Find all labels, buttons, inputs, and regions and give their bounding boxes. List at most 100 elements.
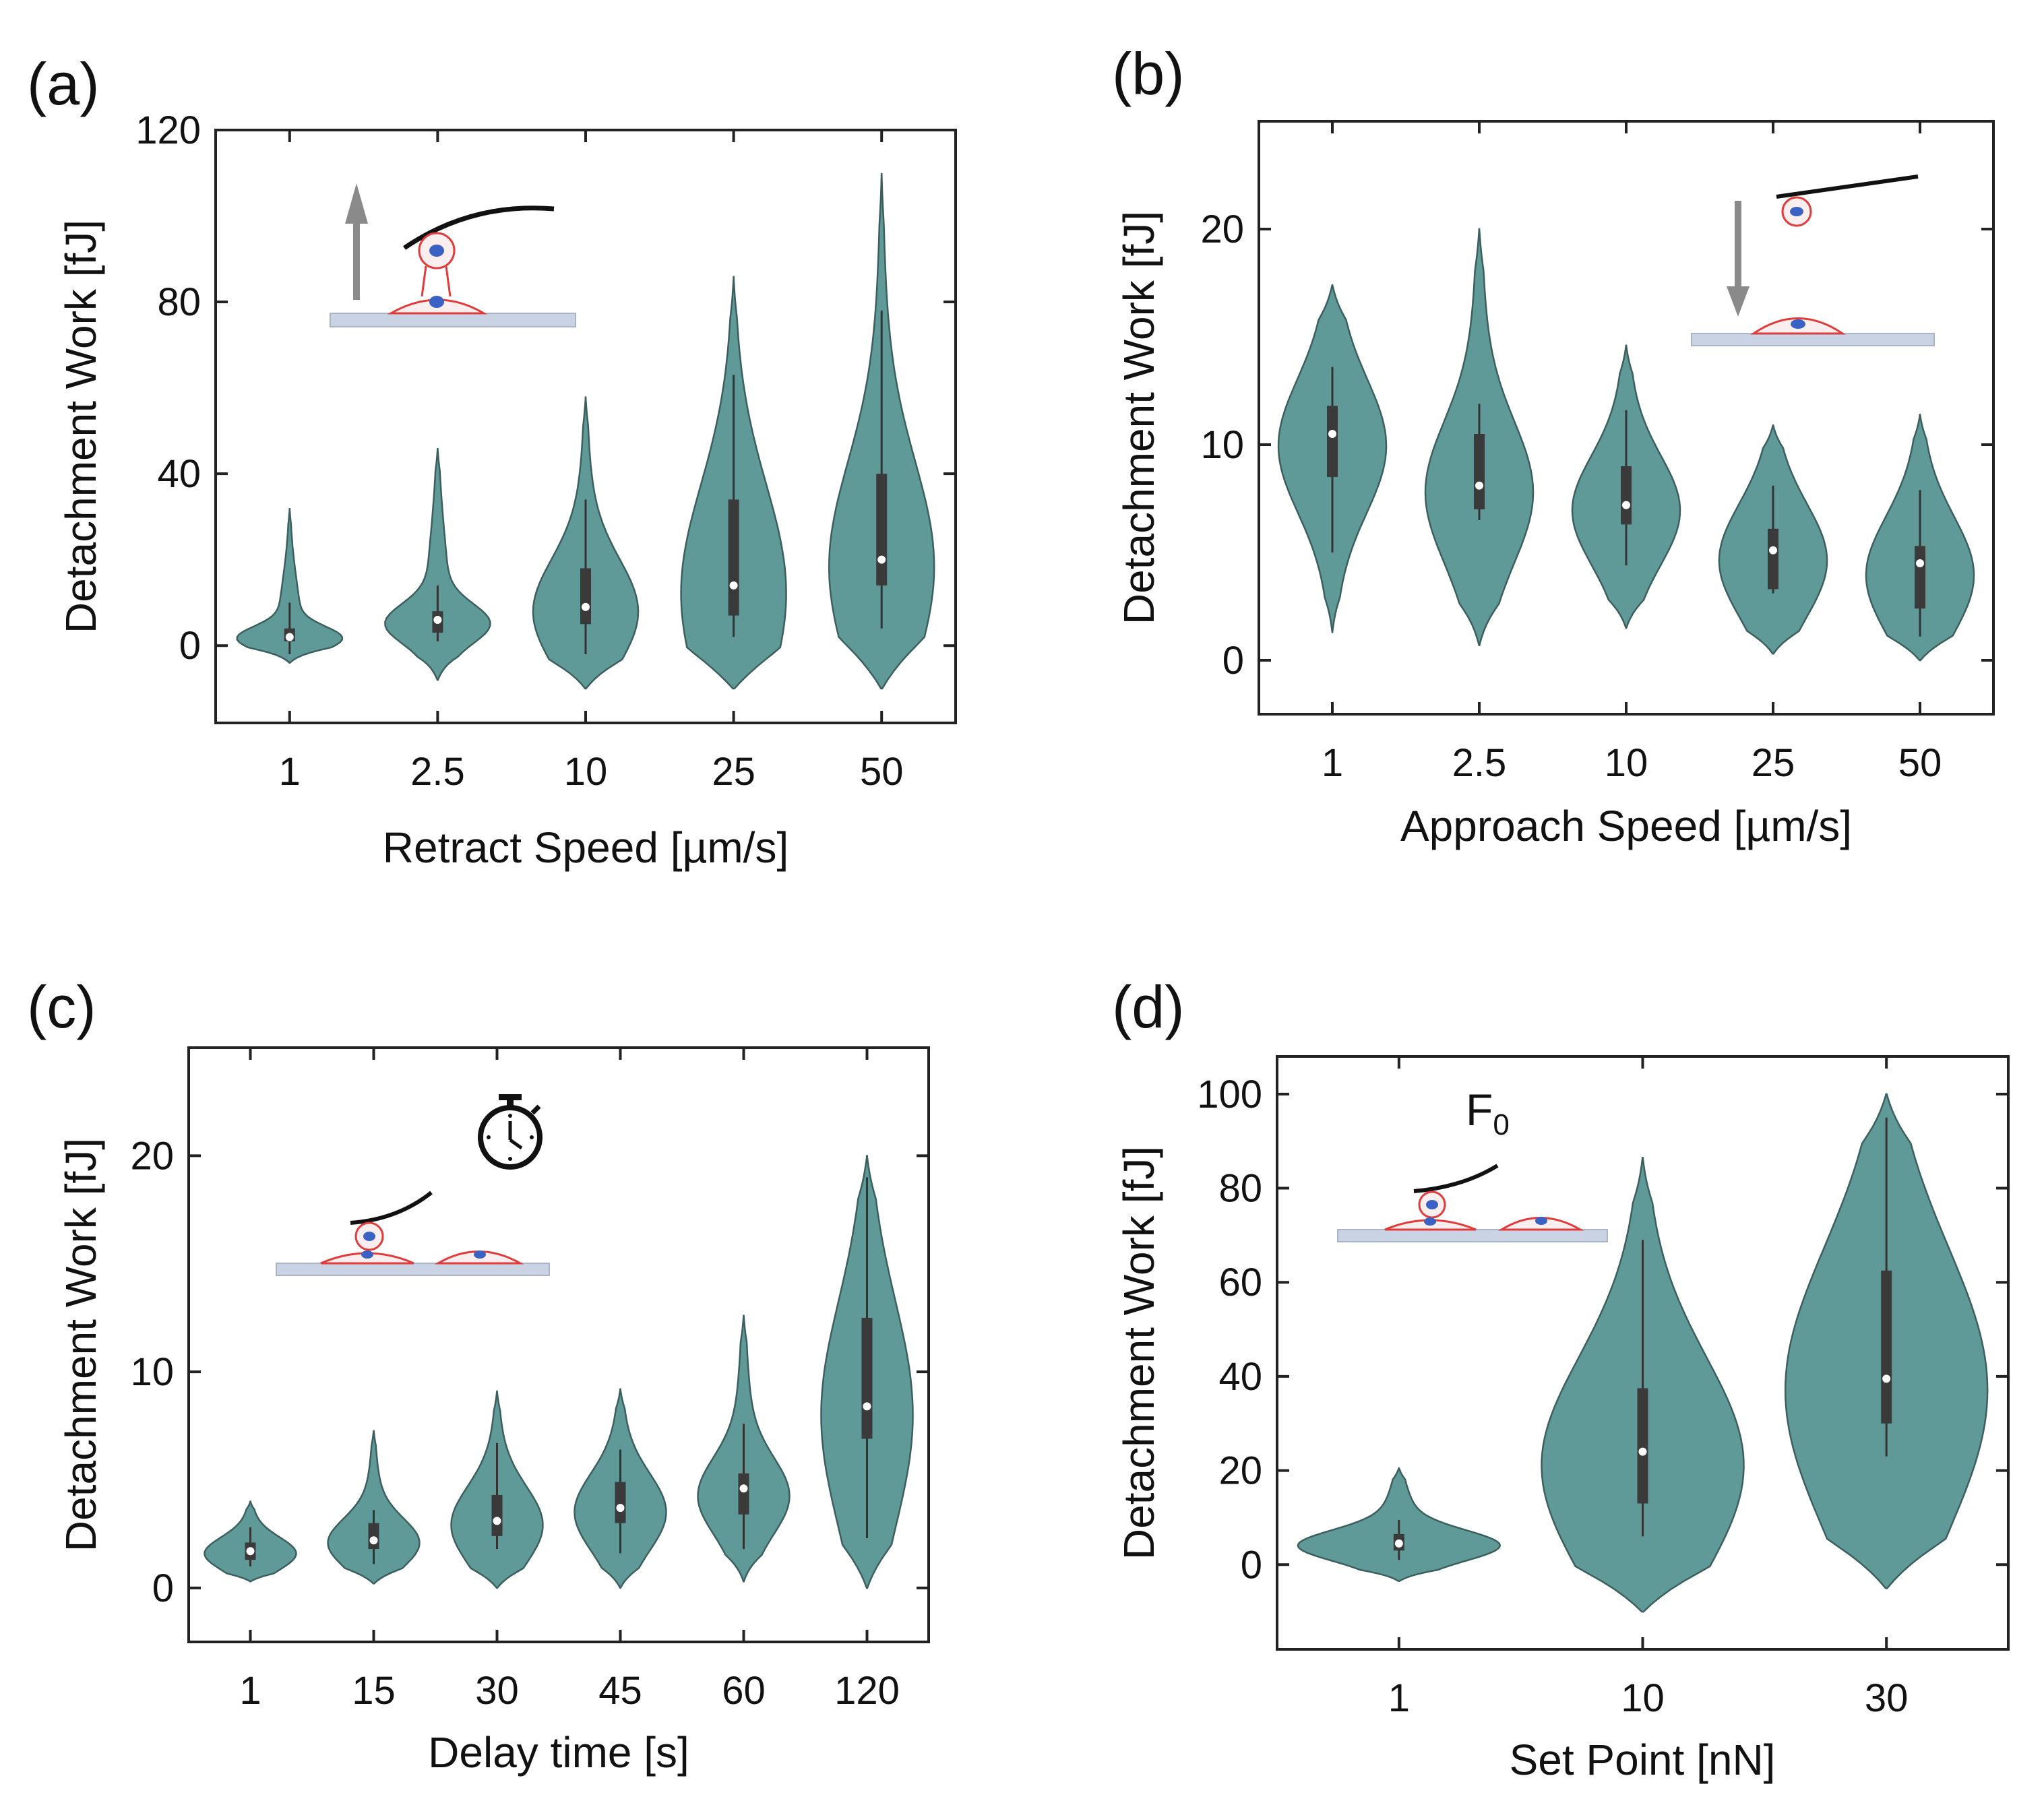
f0-main: F	[1466, 1085, 1493, 1135]
panel-b-x-tick-label: 50	[1898, 741, 1942, 785]
panel-d: (d) 0 20 40 60 80 100 1 10 30 Set Point [nN] De…	[1112, 974, 2010, 1784]
panel-b: (b) 0 10 20 1 2.5 10 25 50 Approach Speed [µm/…	[1112, 40, 1995, 850]
panel-b-x-title: Approach Speed [µm/s]	[1400, 802, 1852, 850]
panel-d-iqr-box-10	[1637, 1388, 1648, 1504]
f0-label: F0	[1466, 1085, 1510, 1141]
panel-c-iqr-box-60	[738, 1473, 749, 1515]
panel-c-median-15	[369, 1536, 378, 1545]
panel-a-median-2.5	[433, 615, 442, 624]
panel-d-y-tick-label: 60	[1218, 1261, 1262, 1304]
panel-c-x-title: Delay time [s]	[428, 1728, 689, 1777]
panel-d-x-tick-label: 30	[1865, 1676, 1909, 1720]
panel-b-x-tick-label: 2.5	[1452, 741, 1507, 785]
panel-c-violins	[204, 1155, 914, 1589]
panel-b-median-50	[1916, 559, 1924, 567]
panel-a-y-tick-label: 0	[179, 624, 201, 668]
panel-d-label: (d)	[1112, 974, 1185, 1040]
panel-a-y-axis: 0 40 80 120	[135, 108, 956, 668]
panel-d-median-30	[1882, 1374, 1891, 1383]
panel-c-plot-area	[187, 1046, 930, 1643]
panel-a-iqr-box-10	[580, 568, 591, 625]
panel-d-y-tick-label: 100	[1197, 1073, 1262, 1116]
panel-b-median-1	[1328, 430, 1336, 438]
panel-c-label: (c)	[27, 974, 96, 1040]
panel-a-label: (a)	[27, 51, 100, 117]
panel-d-x-title: Set Point [nN]	[1510, 1736, 1776, 1784]
panel-d-x-tick-label: 10	[1621, 1676, 1665, 1720]
panel-c-x-tick-label: 120	[834, 1669, 900, 1713]
panel-c-x-tick-label: 15	[352, 1669, 396, 1713]
panel-c: (c) 0 10 20 1 15 30 45 60 120 Delay time [s] De…	[27, 974, 930, 1777]
panel-b-violins	[1277, 228, 1975, 662]
panel-a-x-title: Retract Speed [µm/s]	[383, 823, 788, 872]
panel-d-y-axis: 0 20 40 60 80 100	[1197, 1073, 2008, 1587]
panel-b-x-tick-label: 10	[1605, 741, 1648, 785]
panel-b-x-axis: 1 2.5 10 25 50	[1322, 121, 1942, 785]
panel-c-median-30	[493, 1517, 501, 1525]
panel-b-y-tick-label: 0	[1222, 639, 1244, 683]
panel-c-x-tick-label: 60	[722, 1669, 766, 1713]
panel-a-y-title: Detachment Work [fJ]	[57, 220, 105, 633]
panel-a-violin-1	[236, 508, 344, 664]
panel-a-x-axis: 1 2.5 10 25 50	[279, 130, 904, 794]
panel-c-y-tick-label: 20	[130, 1134, 174, 1178]
panel-d-iqr-box-30	[1881, 1270, 1892, 1424]
panel-c-iqr-box-45	[615, 1482, 626, 1523]
panel-c-y-axis: 0 10 20	[130, 1134, 929, 1610]
panel-d-y-tick-label: 0	[1241, 1543, 1262, 1587]
panel-a-x-tick-label: 10	[564, 750, 608, 794]
panel-a-x-tick-label: 2.5	[410, 750, 465, 794]
panel-c-x-tick-label: 45	[598, 1669, 642, 1713]
panel-b-y-tick-label: 10	[1200, 423, 1244, 467]
panel-d-violins	[1297, 1093, 1989, 1613]
panel-d-x-axis: 1 10 30	[1388, 1056, 1909, 1720]
panel-a-x-tick-label: 25	[712, 750, 755, 794]
panel-a-x-tick-label: 1	[279, 750, 301, 794]
panel-c-median-1	[246, 1547, 255, 1556]
panel-b-y-tick-label: 20	[1200, 208, 1244, 251]
panel-b-label: (b)	[1112, 40, 1185, 107]
f0-subscript: 0	[1493, 1108, 1509, 1141]
stopwatch-icon	[478, 1094, 543, 1170]
panel-d-y-tick-label: 20	[1218, 1449, 1262, 1493]
panel-c-y-title: Detachment Work [fJ]	[57, 1138, 105, 1552]
panel-c-x-tick-label: 30	[475, 1669, 519, 1713]
panel-b-iqr-box-25	[1768, 528, 1778, 590]
panel-a-median-10	[582, 602, 590, 611]
panel-a-x-tick-label: 50	[860, 750, 904, 794]
panel-a-violins	[236, 172, 935, 690]
panel-c-y-tick-label: 10	[130, 1350, 174, 1394]
panel-a-y-tick-label: 80	[157, 280, 201, 324]
panel-b-iqr-box-2.5	[1474, 434, 1485, 509]
panel-c-inset-cell-delay	[276, 1191, 550, 1276]
panel-c-median-45	[616, 1504, 625, 1513]
panel-b-iqr-box-10	[1621, 466, 1632, 525]
panel-b-x-tick-label: 1	[1322, 741, 1343, 785]
panel-b-median-2.5	[1475, 481, 1483, 490]
panel-b-y-title: Detachment Work [fJ]	[1115, 211, 1163, 625]
panel-a-y-tick-label: 120	[135, 108, 201, 152]
panel-d-median-10	[1638, 1447, 1647, 1456]
panel-a-median-1	[285, 633, 294, 641]
panel-c-iqr-box-30	[491, 1494, 503, 1536]
panel-a-violin-2.5	[384, 447, 491, 681]
panel-d-y-tick-label: 40	[1218, 1355, 1262, 1399]
panel-d-inset-cell-setpoint	[1337, 1164, 1608, 1242]
panel-d-y-tick-label: 80	[1218, 1167, 1262, 1211]
panel-b-iqr-box-1	[1327, 406, 1338, 477]
panel-b-median-25	[1769, 546, 1777, 554]
panel-d-y-title: Detachment Work [fJ]	[1115, 1146, 1163, 1560]
panel-a-median-50	[877, 555, 886, 564]
panel-b-inset-cell-approach	[1691, 175, 1935, 346]
panel-c-x-tick-label: 1	[239, 1669, 261, 1713]
panel-c-median-120	[863, 1402, 871, 1411]
panel-a: (a) 0 40 80 120 1 2.5 10 25 50 Retract Speed [µ…	[27, 51, 957, 872]
panel-a-iqr-box-25	[728, 499, 739, 616]
panel-c-median-60	[739, 1484, 748, 1493]
panel-b-iqr-box-50	[1915, 546, 1925, 609]
panel-c-iqr-box-120	[861, 1317, 873, 1439]
panel-c-violin-15	[327, 1430, 421, 1585]
panel-a-iqr-box-50	[876, 474, 888, 585]
panel-a-median-25	[729, 581, 738, 590]
